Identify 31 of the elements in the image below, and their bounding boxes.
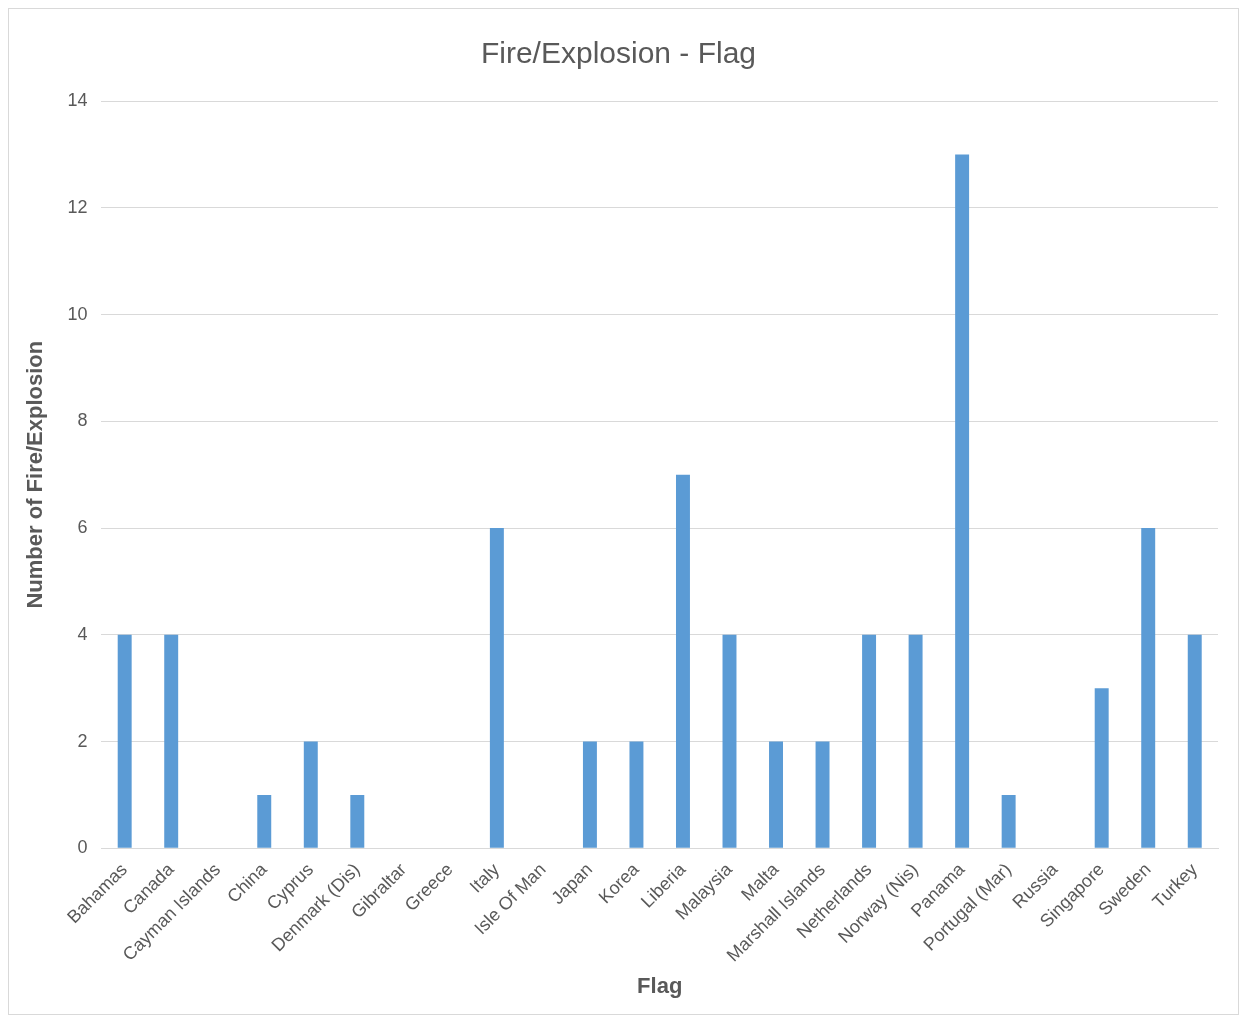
bar	[489, 528, 504, 848]
bar	[769, 741, 783, 848]
bar	[955, 154, 970, 848]
y-tick-label: 6	[77, 517, 88, 538]
y-axis-title: Number of Fire/Explosion	[22, 340, 48, 609]
y-tick-label: 12	[67, 196, 88, 217]
y-tick-label: 10	[67, 303, 88, 324]
y-tick-label: 4	[77, 623, 88, 644]
bar	[1187, 634, 1202, 848]
bar	[862, 634, 877, 848]
bar	[350, 794, 365, 848]
x-tick-label: Italy	[465, 859, 504, 897]
bar	[815, 741, 830, 848]
bar	[629, 741, 644, 848]
bar	[1001, 794, 1016, 848]
bar	[582, 741, 597, 848]
bar	[1094, 688, 1109, 848]
chart-title: Fire/Explosion - Flag	[480, 36, 757, 70]
y-tick-label: 14	[67, 89, 88, 110]
bar	[1141, 528, 1156, 848]
bar	[675, 474, 690, 848]
y-tick-label: 2	[77, 730, 88, 751]
bar	[117, 634, 132, 848]
bar	[257, 794, 272, 848]
bar	[164, 634, 179, 848]
bar	[908, 634, 923, 848]
y-tick-label: 8	[77, 410, 88, 431]
x-axis-title: Flag	[637, 972, 683, 998]
y-tick-label: 0	[77, 837, 88, 858]
bar	[303, 741, 318, 848]
bar	[722, 634, 737, 848]
